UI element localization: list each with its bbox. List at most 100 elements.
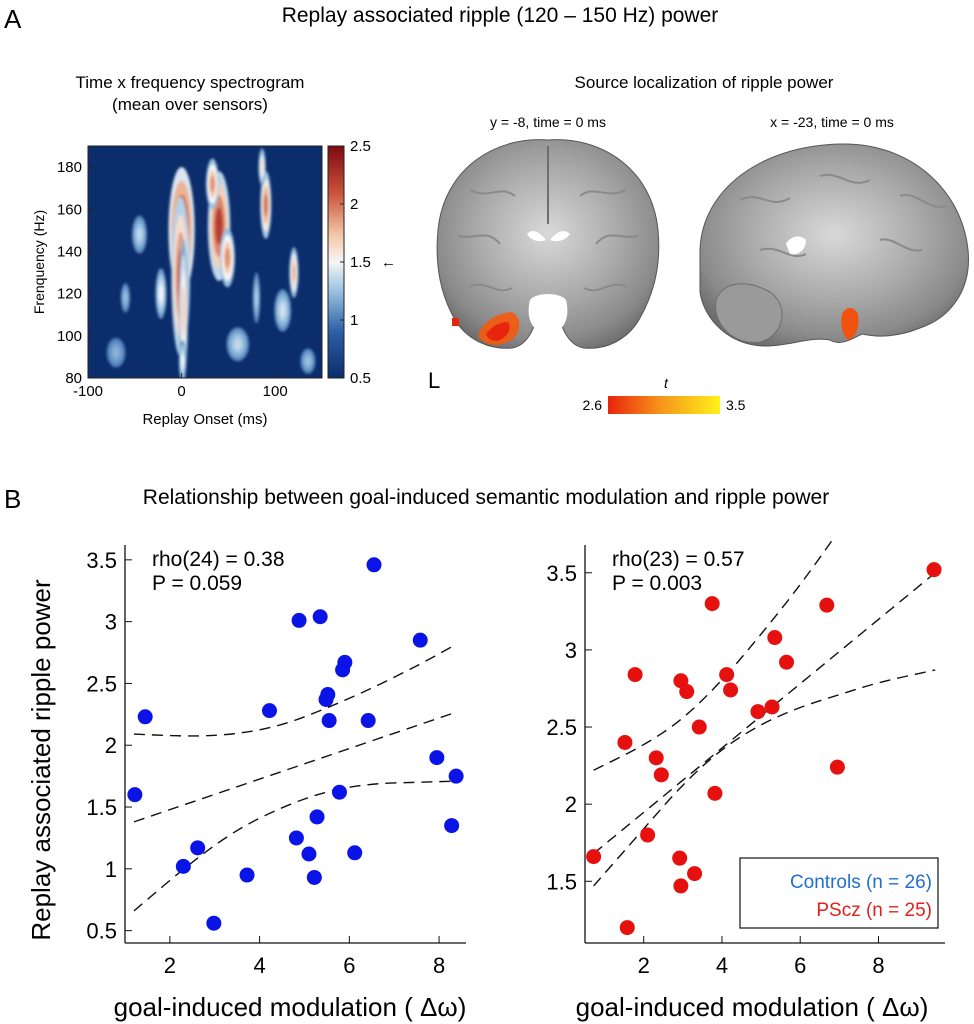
controls-stat-rho: rho(24) = 0.38: [152, 548, 285, 571]
spectrogram-blob: [305, 356, 311, 366]
legend-box: [739, 857, 939, 929]
controls-point: [127, 787, 143, 803]
spectrogram-blob: [254, 289, 258, 307]
controls-point: [448, 768, 464, 784]
scatter-ylabel: Replay associated ripple power: [26, 579, 56, 941]
sagittal-cerebellum: [715, 283, 783, 343]
controls-xtick-label: 4: [253, 953, 265, 978]
controls-point: [137, 709, 153, 725]
spectrogram-xtick-label: 100: [263, 383, 288, 400]
controls-ytick-label: 3.5: [86, 548, 117, 573]
hemisphere-label: L: [428, 368, 440, 393]
pscz-ytick-label: 3.5: [546, 561, 577, 586]
pscz-point: [619, 920, 635, 936]
pscz-ytick-label: 2: [565, 792, 577, 817]
controls-xtick-label: 8: [433, 953, 445, 978]
spectrogram-blob: [181, 286, 186, 335]
controls-point: [239, 867, 255, 883]
coronal-ripple-source-core: [486, 322, 510, 341]
t-scale-max: 3.5: [726, 397, 746, 413]
controls-point: [175, 858, 191, 874]
colorbar-tick-label: 2.5: [350, 138, 371, 155]
pscz-point: [819, 597, 835, 613]
pscz-ytick-label: 1.5: [546, 869, 577, 894]
coronal-gyri: [457, 189, 639, 292]
controls-point: [331, 784, 347, 800]
panel-b-letter: B: [4, 484, 21, 514]
pscz-point: [691, 719, 707, 735]
controls-stat-p: P = 0.059: [152, 572, 242, 595]
spectrogram-blob: [123, 292, 128, 303]
sagittal-label: x = -23, time = 0 ms: [770, 114, 894, 130]
pscz-point: [707, 785, 723, 801]
controls-xlabel: goal-induced modulation ( Δω): [114, 992, 467, 1022]
pscz-xlabel: goal-induced modulation ( Δω): [576, 992, 929, 1022]
pscz-xtick-label: 6: [794, 953, 806, 978]
pscz-point: [719, 667, 735, 683]
spectrogram-blob: [215, 207, 223, 245]
spectrogram-title-line2: (mean over sensors): [112, 95, 268, 114]
pscz-ytick-label: 2.5: [546, 715, 577, 740]
spectrogram-blob: [159, 285, 163, 303]
controls-point: [261, 703, 277, 719]
controls-point: [337, 654, 353, 670]
spectrogram-ytick-label: 120: [57, 286, 82, 303]
sagittal-ripple-source: [841, 308, 859, 340]
spectrogram-blob: [263, 193, 268, 217]
spectrogram-ytick-label: 80: [65, 370, 82, 387]
controls-ytick-label: 2: [105, 733, 117, 758]
spectrogram-blob: [292, 263, 296, 282]
pscz-point: [687, 866, 703, 882]
pscz-ci-lower: [593, 669, 936, 887]
pscz-point: [586, 849, 602, 865]
spectrogram-background: [88, 146, 322, 378]
panel-b-title: Relationship between goal-induced semant…: [143, 486, 829, 509]
coronal-lower-gap: [528, 294, 568, 338]
controls-point: [444, 818, 460, 834]
spectrogram-ytick-label: 180: [57, 159, 82, 176]
panel-a-title: Replay associated ripple (120 – 150 Hz) …: [282, 4, 719, 27]
pscz-point: [723, 682, 739, 698]
pscz-point: [648, 750, 664, 766]
sagittal-ventricle: [786, 236, 806, 255]
controls-point: [312, 609, 328, 625]
pscz-xtick-label: 2: [638, 953, 650, 978]
spectrogram-ytick-label: 160: [57, 201, 82, 218]
pscz-point: [767, 630, 783, 646]
scatter-controls: 2 4 6 8 0.5 1 1.5 2 2.5 3 3.5: [86, 545, 466, 978]
controls-point: [429, 750, 445, 766]
controls-fit-line: [133, 711, 458, 823]
pscz-point: [617, 734, 633, 750]
spectrogram-xtick-label: -100: [73, 383, 103, 400]
colorbar-tick-label: 1.5: [350, 254, 371, 271]
colorbar-tick-label: 1: [350, 312, 358, 329]
controls-point: [306, 869, 322, 885]
controls-ytick-label: 3: [105, 610, 117, 635]
scatter-pscz: 2 4 6 8 1.5 2 2.5 3 3.5: [546, 535, 945, 978]
pscz-point: [704, 596, 720, 612]
controls-ytick-label: 0.5: [86, 919, 117, 944]
spectrogram-blob: [136, 228, 143, 242]
panel-a-letter: A: [4, 4, 22, 34]
source-title: Source localization of ripple power: [575, 73, 834, 92]
spectrogram-ytick-label: 100: [57, 328, 82, 345]
t-scale-min: 2.6: [583, 397, 603, 413]
spectrogram-blob: [233, 338, 242, 350]
spectrogram-blob: [112, 347, 120, 358]
controls-point: [190, 840, 206, 856]
pscz-ytick-label: 3: [565, 638, 577, 663]
colorbar-tick-label: 2: [350, 196, 358, 213]
sagittal-gyri: [729, 173, 947, 301]
controls-ytick-label: 2.5: [86, 671, 117, 696]
pscz-point: [640, 827, 656, 843]
sagittal-brain-slice: [699, 143, 969, 347]
controls-point: [301, 846, 317, 862]
spectrogram-title-line1: Time x frequency spectrogram: [76, 73, 305, 92]
colorbar-threshold-arrow: ←: [381, 254, 396, 271]
spectrogram-blob: [279, 303, 286, 318]
pscz-point: [672, 850, 688, 866]
legend: Controls (n = 26) PScz (n = 25): [739, 857, 939, 929]
controls-ci-lower: [133, 780, 458, 912]
controls-point: [288, 830, 304, 846]
